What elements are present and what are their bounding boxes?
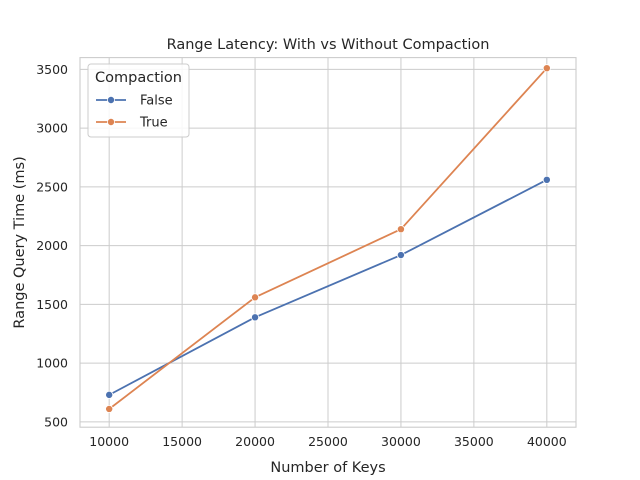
x-tick-label: 15000 <box>162 434 202 449</box>
x-tick-label: 30000 <box>381 434 421 449</box>
y-tick-label: 3000 <box>36 121 68 136</box>
y-tick-label: 2500 <box>36 179 68 194</box>
x-axis-label: Number of Keys <box>270 460 385 476</box>
y-tick-label: 500 <box>44 414 68 429</box>
y-tick-label: 2000 <box>36 238 68 253</box>
legend-label-true: True <box>139 116 168 131</box>
x-tick-label: 35000 <box>454 434 494 449</box>
tick-labels: 10000 15000 20000 25000 30000 35000 40000 500 10… <box>36 62 567 449</box>
x-tick-label: 20000 <box>235 434 275 449</box>
y-tick-label: 1500 <box>36 297 68 312</box>
y-axis-label: Range Query Time (ms) <box>12 156 28 328</box>
data-point-false <box>105 390 114 399</box>
data-point-false <box>542 175 551 184</box>
legend-label-false: False <box>140 94 173 109</box>
data-point-true <box>396 225 405 234</box>
chart-title: Range Latency: With vs Without Compactio… <box>167 37 490 53</box>
y-tick-label: 3500 <box>36 62 68 77</box>
legend: Compaction False True <box>87 63 190 138</box>
x-tick-label: 40000 <box>527 434 567 449</box>
plot-area-frame <box>79 57 577 428</box>
data-point-true <box>542 64 551 73</box>
x-tick-label: 10000 <box>89 434 129 449</box>
series-layer <box>105 64 551 413</box>
data-point-false <box>396 251 405 260</box>
legend-title: Compaction <box>95 70 182 86</box>
legend-marker-true <box>107 118 116 127</box>
data-point-true <box>251 293 260 302</box>
data-point-true <box>105 404 114 413</box>
y-tick-label: 1000 <box>36 356 68 371</box>
data-point-false <box>251 313 260 322</box>
legend-marker-false <box>107 96 116 105</box>
series-line-false <box>108 179 548 396</box>
x-tick-label: 25000 <box>308 434 348 449</box>
series-line-true <box>108 67 548 410</box>
